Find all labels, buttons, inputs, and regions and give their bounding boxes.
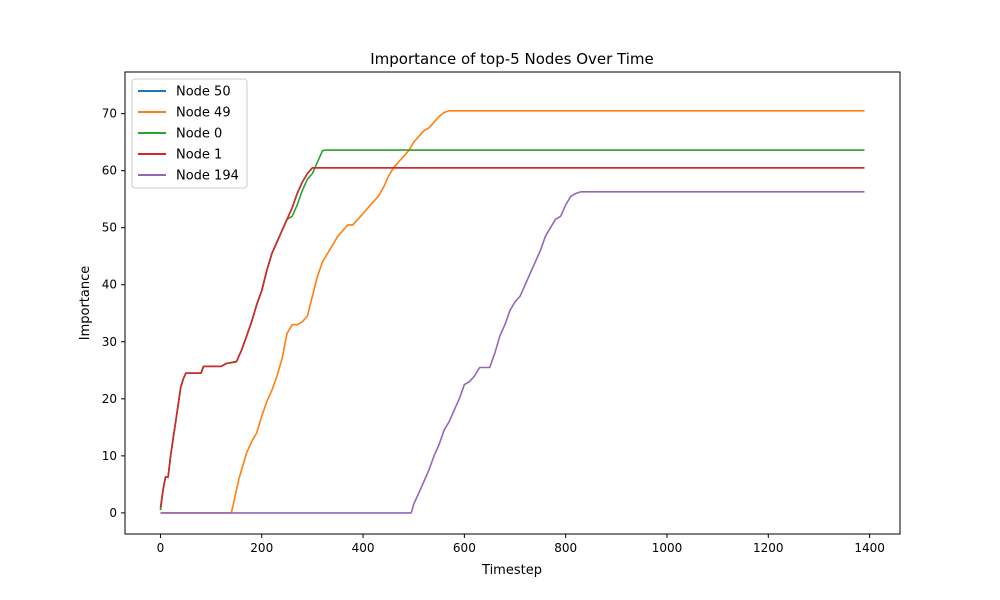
y-axis-label: Importance (78, 266, 93, 341)
legend-label-0: Node 50 (176, 85, 231, 100)
legend-label-4: Node 194 (176, 169, 239, 184)
legend-label-1: Node 49 (176, 106, 231, 121)
legend-box (131, 78, 248, 189)
series-line-1 (160, 110, 865, 514)
chart-title: Importance of top-5 Nodes Over Time (370, 50, 654, 68)
y-axis-ticks: 0 10 20 30 40 50 60 70 (102, 107, 125, 520)
x-tick-label: 800 (554, 541, 577, 555)
x-tick-label: 1000 (652, 541, 683, 555)
legend-label-2: Node 0 (176, 127, 222, 142)
y-tick-label: 70 (102, 107, 117, 121)
series-line-4 (160, 191, 865, 514)
x-axis-label: Timestep (481, 563, 542, 578)
y-tick-label: 60 (102, 164, 117, 178)
y-tick-label: 10 (102, 449, 117, 463)
y-tick-label: 0 (109, 506, 117, 520)
x-tick-label: 200 (250, 541, 273, 555)
plot-area-frame (124, 71, 901, 535)
x-tick-label: 1400 (854, 541, 885, 555)
y-tick-label: 30 (102, 335, 117, 349)
y-tick-label: 40 (102, 278, 117, 292)
legend-label-3: Node 1 (176, 148, 222, 163)
y-tick-label: 50 (102, 221, 117, 235)
x-tick-label: 0 (157, 541, 165, 555)
x-tick-label: 1200 (753, 541, 784, 555)
x-tick-label: 400 (352, 541, 375, 555)
x-axis-ticks: 0 200 400 600 800 1000 1200 1400 (157, 534, 885, 555)
series-line-3 (159, 167, 865, 508)
y-tick-label: 20 (102, 392, 117, 406)
x-tick-label: 600 (453, 541, 476, 555)
legend: Node 50 Node 49 Node 0 Node 1 Node 194 (131, 78, 248, 189)
series-lines (159, 110, 865, 514)
